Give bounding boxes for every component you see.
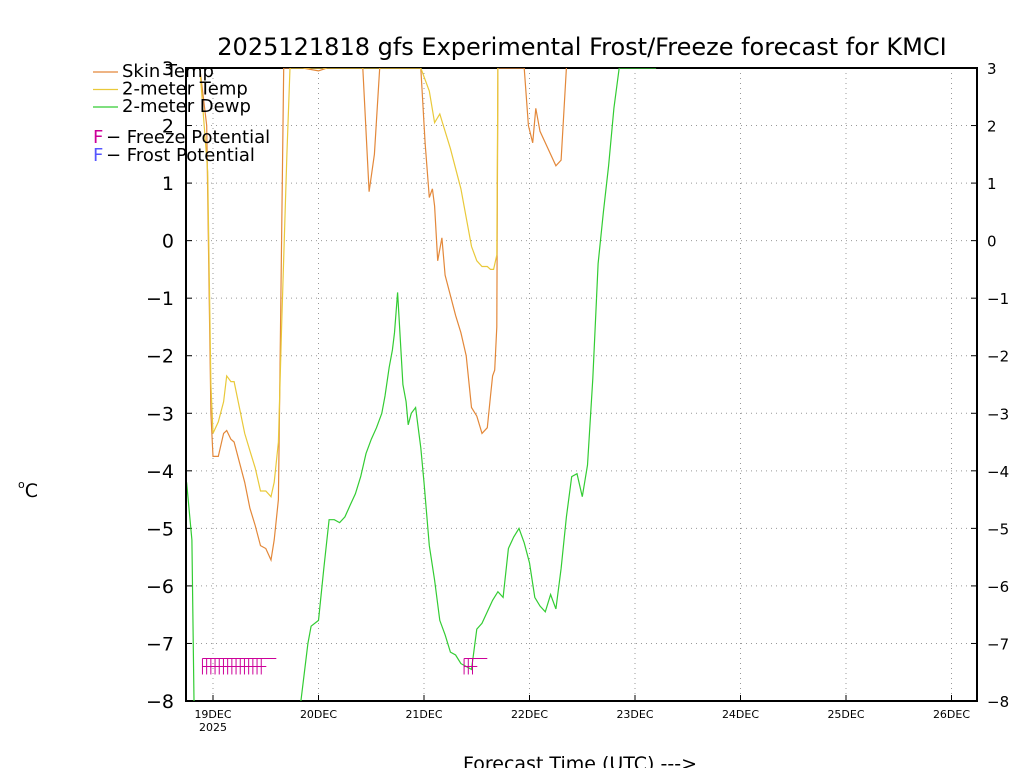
x-tick-label: 25DEC bbox=[827, 708, 864, 721]
plot-frame bbox=[185, 67, 978, 702]
series-group bbox=[187, 68, 657, 701]
y-tick-label-right: 3 bbox=[987, 60, 997, 78]
y-axis-label: oC bbox=[18, 478, 38, 502]
series-skin-temp bbox=[199, 68, 567, 563]
x-axis-label: Forecast Time (UTC) ---> bbox=[463, 753, 697, 768]
y-tick-label: −2 bbox=[146, 346, 174, 368]
y-tick-label: −8 bbox=[146, 691, 174, 713]
legend-potential-label: − Freeze Potential bbox=[106, 127, 270, 148]
y-tick-label-right: 1 bbox=[987, 175, 997, 193]
y-tick-label-right: −2 bbox=[987, 348, 1009, 366]
y-tick-label: 3 bbox=[162, 58, 174, 80]
y-tick-label-right: −7 bbox=[987, 635, 1009, 653]
y-tick-label: 1 bbox=[162, 173, 174, 195]
y-tick-label: −3 bbox=[146, 403, 174, 425]
freeze-marker bbox=[463, 657, 488, 675]
y-tick-label-right: −6 bbox=[987, 578, 1009, 596]
y-tick-label-right: −4 bbox=[987, 463, 1009, 481]
x-tick-label: 20DEC bbox=[300, 708, 337, 721]
x-tick-label: 23DEC bbox=[616, 708, 653, 721]
freeze-marker bbox=[201, 657, 277, 675]
x-tick-label: 26DEC bbox=[933, 708, 970, 721]
y-tick-label: −4 bbox=[146, 461, 174, 483]
legend-label: 2-meter Temp bbox=[122, 79, 248, 100]
series-2-meter-temp bbox=[199, 68, 499, 498]
legend-potential-glyph: F bbox=[93, 145, 103, 166]
y-tick-label-right: −8 bbox=[987, 693, 1009, 711]
y-tick-label-right: −1 bbox=[987, 290, 1009, 308]
y-tick-label: 0 bbox=[162, 231, 174, 253]
y-tick-label-right: −5 bbox=[987, 520, 1009, 538]
y-tick-label: −6 bbox=[146, 576, 174, 598]
grid bbox=[186, 68, 977, 701]
y-tick-label: 2 bbox=[162, 116, 174, 138]
legend-label: Skin Temp bbox=[122, 61, 214, 82]
y-axis-label-unit: C bbox=[25, 480, 38, 502]
x-tick-sublabel: 2025 bbox=[199, 721, 227, 734]
y-axis-label-degree: o bbox=[18, 478, 25, 491]
y-tick-label: −7 bbox=[146, 633, 174, 655]
legend-potential-glyph: F bbox=[93, 127, 103, 148]
legend-label: 2-meter Dewp bbox=[122, 96, 251, 117]
y-axis: −8 −8 −7 −7 −6 −6 −5 −5 −4 −4 −3 −3 −2 −2 −1 −1 0 0 1 1 2 2 3 3 bbox=[146, 58, 1009, 713]
y-tick-label: −5 bbox=[146, 518, 174, 540]
legend-potential-label: − Frost Potential bbox=[106, 145, 255, 166]
chart-title: 2025121818 gfs Experimental Frost/Freeze… bbox=[217, 33, 946, 61]
y-tick-label: −1 bbox=[146, 288, 174, 310]
y-tick-label-right: 0 bbox=[987, 233, 997, 251]
x-tick-label: 24DEC bbox=[722, 708, 759, 721]
potential-markers bbox=[201, 657, 488, 675]
x-tick-label: 21DEC bbox=[405, 708, 442, 721]
series-2-meter-dewp bbox=[187, 68, 657, 701]
x-tick-label: 22DEC bbox=[511, 708, 548, 721]
y-tick-label-right: 2 bbox=[987, 118, 997, 136]
x-tick-label: 19DEC bbox=[194, 708, 231, 721]
y-tick-label-right: −3 bbox=[987, 405, 1009, 423]
